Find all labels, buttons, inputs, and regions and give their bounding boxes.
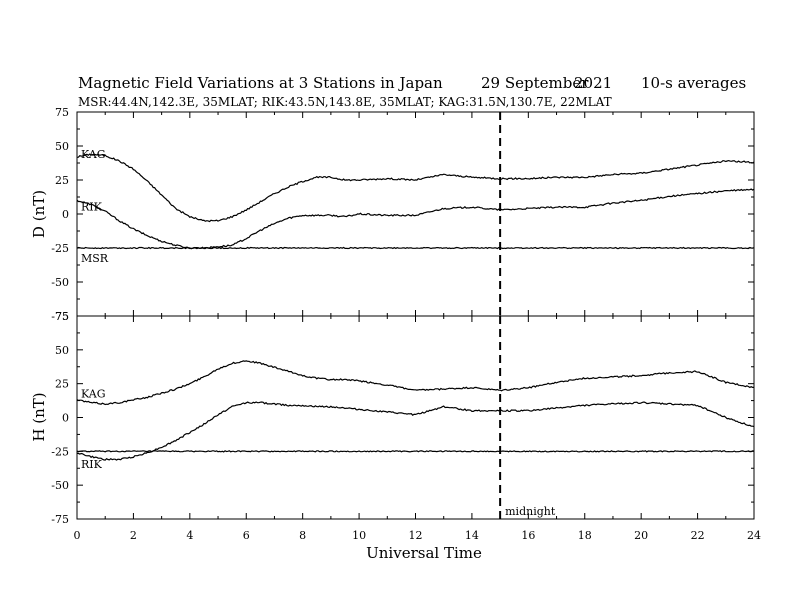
bottom-y-tick-label: 0	[62, 412, 69, 425]
top-y-tick-label: -50	[51, 276, 69, 289]
top-series-label-rik: RIK	[81, 200, 103, 213]
bottom-y-tick-label: 50	[55, 344, 69, 357]
x-tick-label: 18	[578, 529, 592, 542]
top-series-msr	[76, 246, 755, 250]
top-y-axis-title: D (nT)	[30, 190, 48, 238]
bottom-y-tick-label: 25	[55, 378, 69, 391]
x-axis-title: Universal Time	[366, 544, 482, 562]
x-tick-label: 20	[634, 529, 648, 542]
top-y-tick-label: -75	[51, 310, 69, 323]
x-tick-label: 6	[243, 529, 250, 542]
top-series-kag	[76, 153, 755, 223]
bottom-plot-frame	[76, 315, 755, 520]
bottom-y-tick-label: -25	[51, 445, 69, 458]
x-tick-label: 22	[691, 529, 705, 542]
x-tick-label: 14	[465, 529, 479, 542]
top-y-tick-label: 0	[62, 208, 69, 221]
top-series-label-kag: KAG	[81, 148, 106, 161]
top-y-tick-label: 25	[55, 174, 69, 187]
bottom-y-tick-label: -75	[51, 513, 69, 526]
chart-averaging: 10-s averages	[641, 74, 746, 92]
x-tick-label: 16	[521, 529, 535, 542]
top-y-tick-label: 75	[55, 106, 69, 119]
x-tick-label: 0	[74, 529, 81, 542]
top-y-tick-label: 50	[55, 140, 69, 153]
x-tick-label: 12	[409, 529, 423, 542]
bottom-y-tick-label: -50	[51, 479, 69, 492]
chart-year: 2021	[574, 74, 612, 92]
chart-date: 29 September	[481, 74, 589, 92]
x-tick-label: 8	[299, 529, 306, 542]
bottom-y-axis-title: H (nT)	[30, 392, 48, 441]
x-tick-label: 24	[747, 529, 761, 542]
x-tick-label: 4	[186, 529, 193, 542]
bottom-series-label-rik: RIK	[81, 458, 103, 471]
top-series-rik	[76, 188, 755, 250]
bottom-series-label-kag: KAG	[81, 388, 106, 401]
top-plot-frame	[76, 111, 755, 317]
bottom-series-kag	[76, 360, 754, 406]
top-y-tick-label: -25	[51, 242, 69, 255]
midnight-label: midnight	[505, 505, 556, 518]
x-tick-label: 10	[352, 529, 366, 542]
top-series-label-msr: MSR	[81, 252, 109, 265]
declination-panel: 75 50 25 0 -25 -50 -75 KAG RIK MSR	[51, 106, 755, 323]
station-info: MSR:44.4N,142.3E, 35MLAT; RIK:43.5N,143.…	[78, 95, 612, 109]
x-tick-label: 2	[130, 529, 137, 542]
chart-title: Magnetic Field Variations at 3 Stations …	[78, 74, 443, 92]
bottom-series-msr	[76, 450, 755, 453]
bottom-series-rik	[76, 401, 755, 461]
bottom-y-tick-label: 75	[55, 310, 69, 323]
